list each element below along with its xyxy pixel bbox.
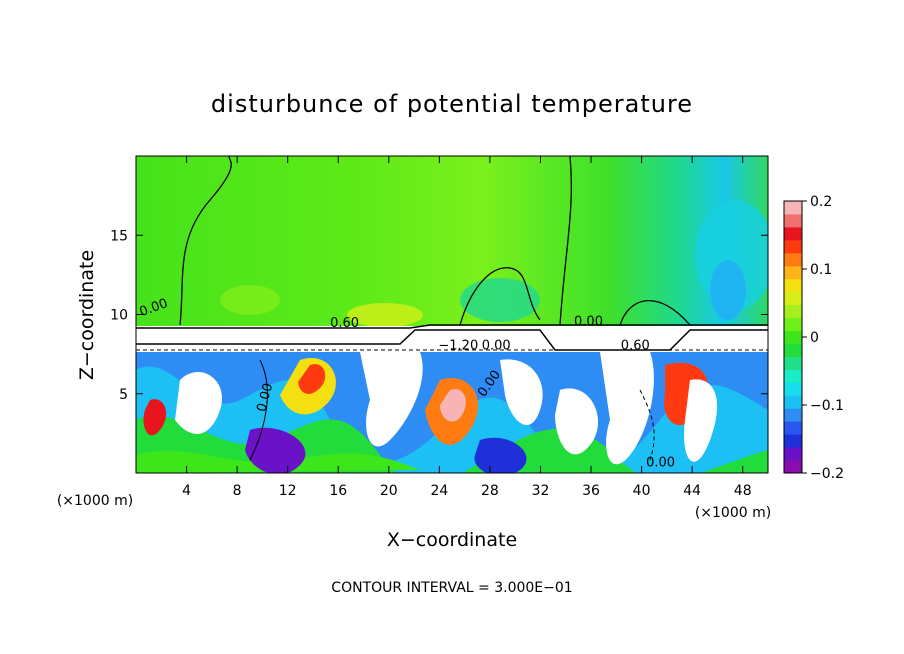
lower-swirl	[684, 379, 718, 462]
lower-swirl	[245, 427, 306, 473]
contour-lower-2	[639, 389, 655, 461]
y-tick-label: 10	[110, 308, 128, 324]
x-tick-label: 40	[633, 483, 651, 499]
contour-label: 0.60	[330, 316, 359, 331]
colorbar-swatch	[784, 343, 802, 357]
lower-swirl	[440, 389, 466, 422]
x-unit-label: (×1000 m)	[695, 505, 771, 521]
lower-swirl	[500, 359, 543, 426]
colorbar: 0.2 0.1 0 −0.1 −0.2	[783, 194, 844, 482]
colorbar-swatch	[784, 395, 802, 409]
chart-title: disturbunce of potential temperature	[211, 90, 693, 118]
lower-swirl	[298, 364, 326, 394]
colorbar-swatch	[784, 252, 802, 267]
y-tick-label: 5	[119, 387, 128, 403]
y-axis-label: Z−coordinate	[76, 250, 98, 380]
x-tick-label: 48	[734, 483, 752, 499]
upper-anomaly-lime	[220, 285, 280, 315]
colorbar-swatch	[784, 226, 802, 241]
colorbar-swatch	[784, 356, 802, 370]
colorbar-swatch	[784, 213, 802, 228]
lower-swirl	[474, 437, 527, 473]
x-tick-label: 16	[329, 483, 347, 499]
upper-anomaly-blue	[710, 260, 746, 320]
x-tick-label: 24	[430, 483, 448, 499]
colorbar-swatch	[784, 460, 802, 474]
colorbar-swatch	[784, 330, 802, 344]
x-tick-label: 4	[182, 483, 191, 499]
lower-swirl	[600, 352, 654, 465]
y-tick-label: 15	[110, 228, 128, 244]
contour-upper-3	[559, 156, 572, 326]
colorbar-tick-label: −0.2	[810, 466, 844, 482]
contour-label: −1.20	[438, 338, 478, 353]
colorbar-swatch	[784, 291, 802, 306]
colorbar-tick-label: 0.2	[810, 194, 832, 210]
x-tick-label: 36	[582, 483, 600, 499]
x-tick-label: 8	[233, 483, 242, 499]
contour-upper-2	[459, 267, 541, 326]
colorbar-swatch	[784, 317, 802, 332]
lower-swirl	[555, 388, 599, 455]
x-tick-label: 28	[481, 483, 499, 499]
contour-upper-1	[179, 156, 232, 326]
colorbar-swatch	[784, 421, 802, 435]
x-tick-label: 44	[683, 483, 701, 499]
y-unit-label: (×1000 m)	[57, 493, 133, 509]
colorbar-swatch	[784, 201, 802, 215]
colorbar-swatch	[784, 408, 802, 422]
lower-swirl	[143, 399, 167, 436]
colorbar-swatch	[784, 265, 802, 280]
contour-label: 0.00	[482, 338, 511, 353]
colorbar-swatch	[784, 369, 802, 383]
colorbar-tick-label: 0.1	[810, 262, 832, 278]
colorbar-swatch	[784, 239, 802, 254]
x-tick-label: 20	[380, 483, 398, 499]
contour-upper-4	[619, 300, 691, 326]
upper-anomaly-yellow	[347, 303, 423, 327]
x-tick-label: 12	[279, 483, 297, 499]
colorbar-swatch	[784, 278, 802, 293]
contour-label: 0.00	[574, 315, 603, 330]
contour-label: 0.60	[621, 338, 650, 353]
x-tick-label: 32	[532, 483, 550, 499]
colorbar-swatch	[784, 434, 802, 448]
interface-upper-line	[136, 324, 768, 329]
contour-labels: 0.000.60−1.20 0.000.000.600.00 0.000.00	[138, 296, 675, 471]
colorbar-tick-label: 0	[810, 330, 819, 346]
interface-lower-line	[136, 329, 768, 351]
contour-label: 0.00	[254, 382, 276, 414]
colorbar-tick-label: −0.1	[810, 398, 844, 414]
lower-swirl	[360, 352, 423, 447]
colorbar-swatch	[784, 304, 802, 319]
colorbar-swatch	[784, 447, 802, 461]
contour-interval-note: CONTOUR INTERVAL = 3.000E−01	[331, 580, 572, 596]
lower-swirl	[175, 371, 222, 434]
contour-label: 0.00	[646, 456, 675, 471]
contour-lower-1	[249, 359, 268, 461]
upper-anomaly-teal	[460, 278, 540, 322]
colorbar-swatch	[784, 382, 802, 396]
plot-area	[136, 156, 768, 473]
x-axis-label: X−coordinate	[387, 529, 517, 551]
